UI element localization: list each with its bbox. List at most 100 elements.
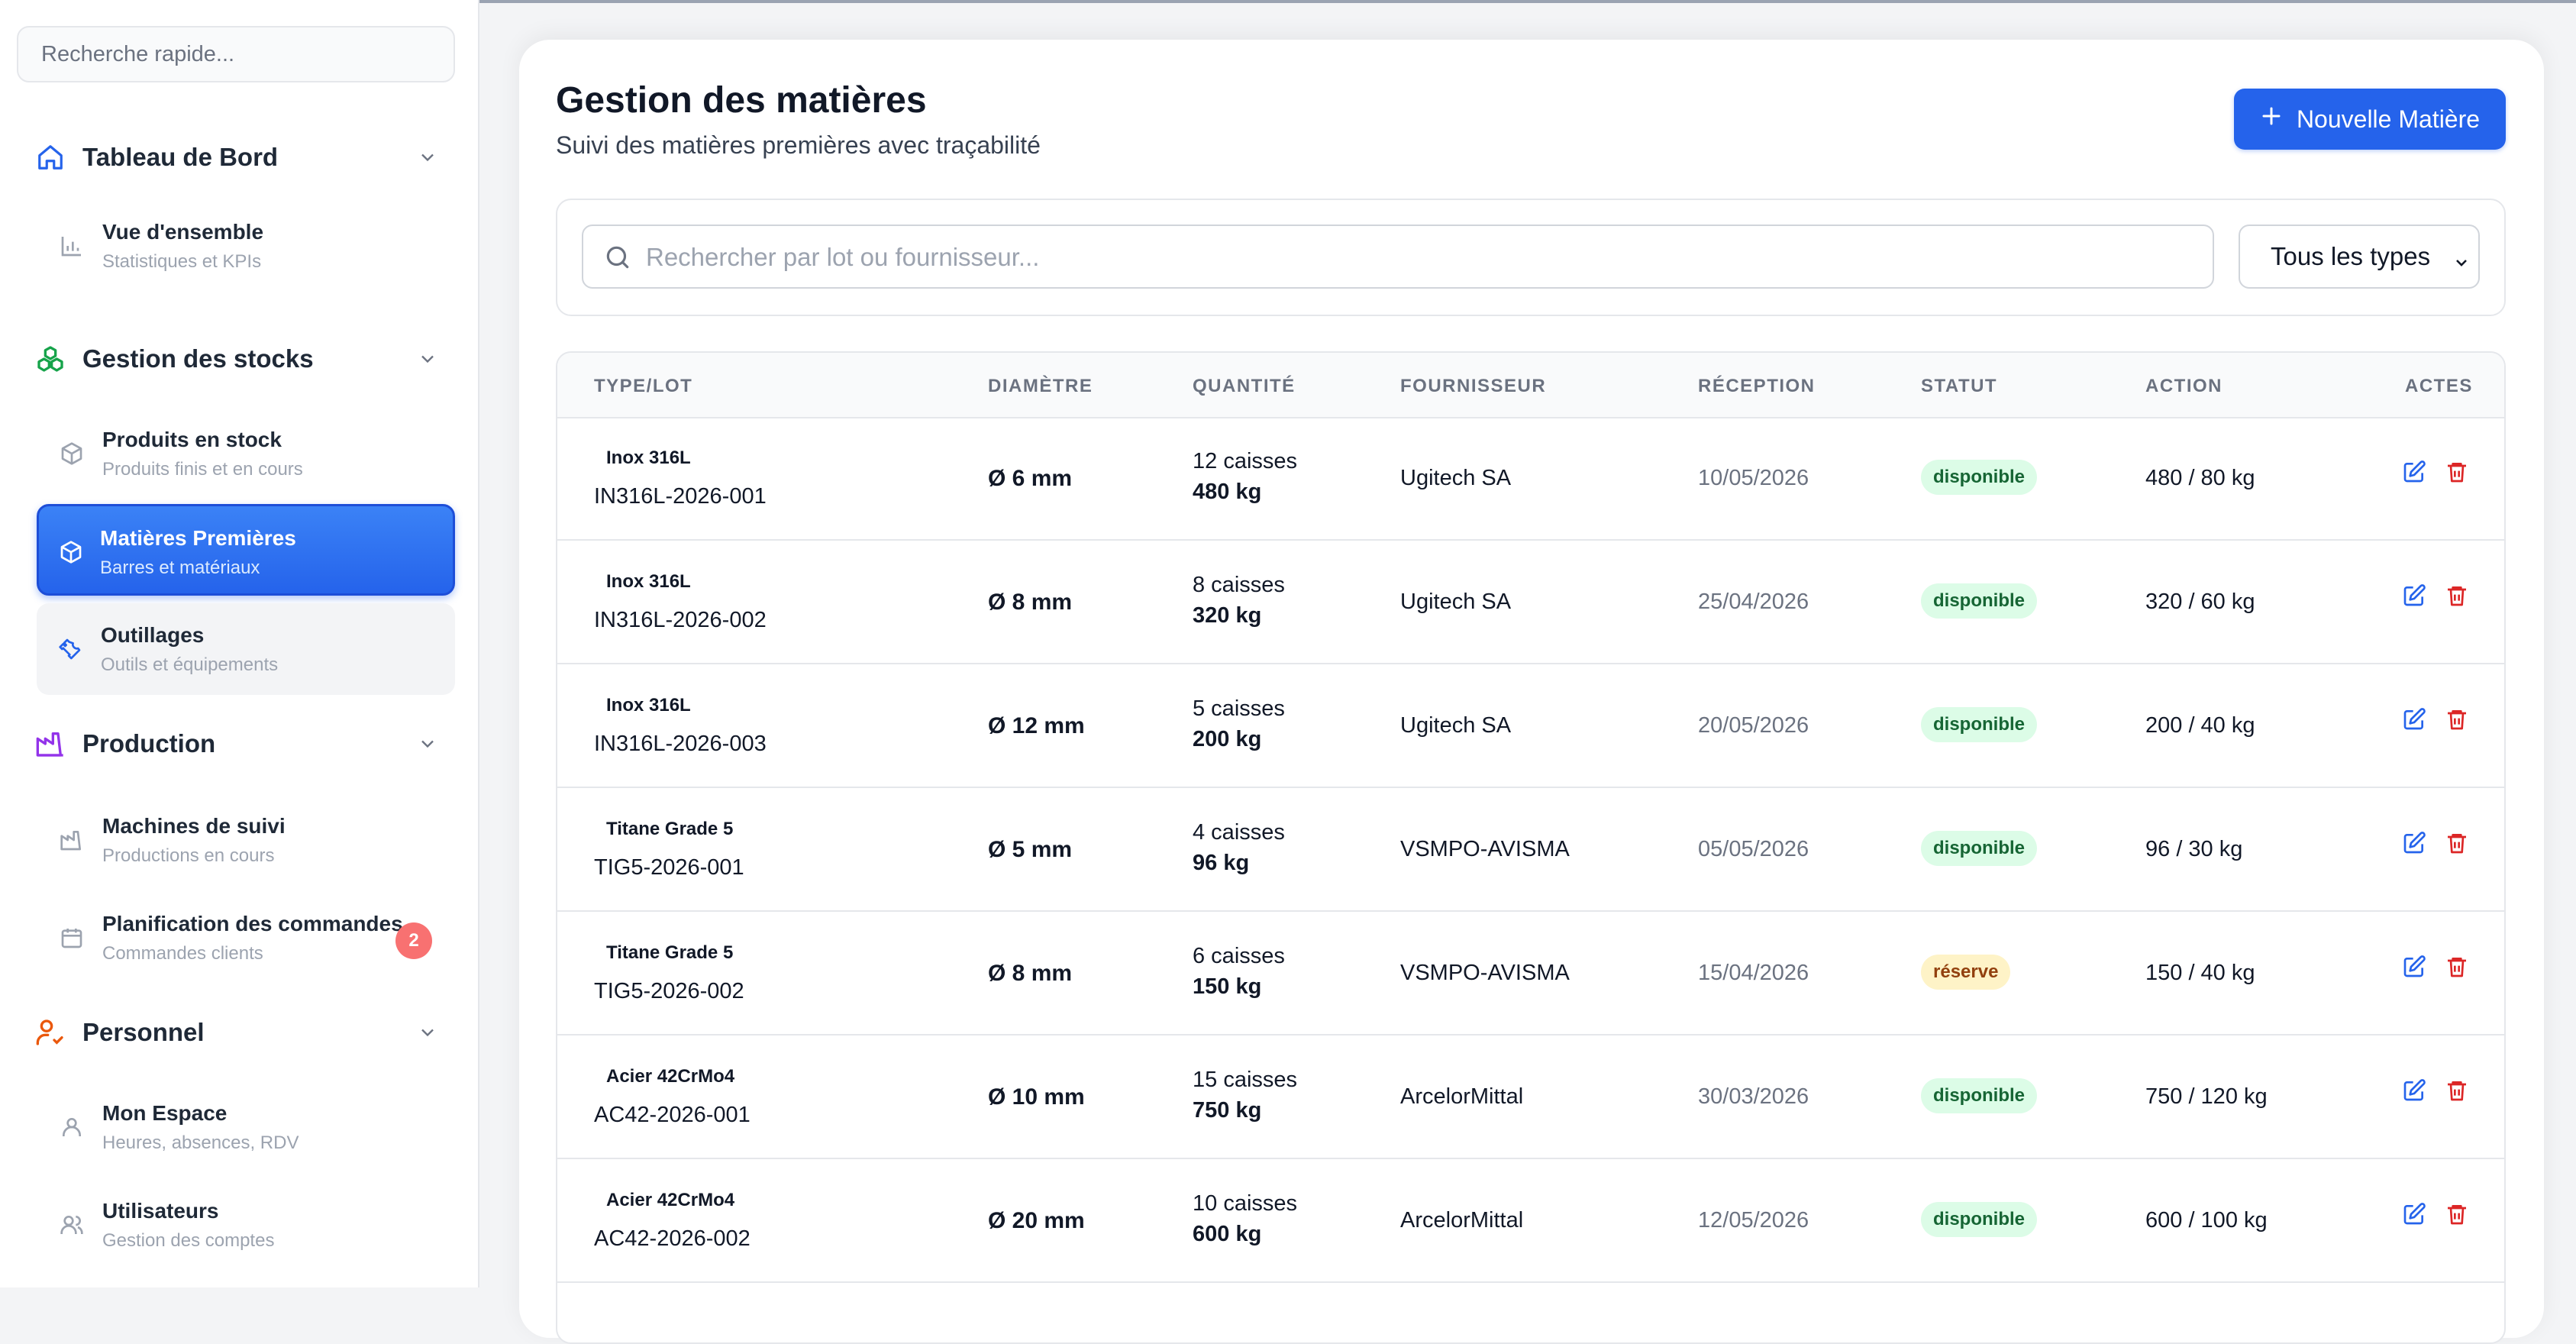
table-row[interactable]: Acier 42CrMo4 AC42-2026-001 Ø 10 mm 15 cais… — [557, 1035, 2504, 1159]
new-material-button[interactable]: Nouvelle Matière — [2234, 89, 2506, 150]
edit-icon[interactable] — [2402, 1078, 2432, 1109]
quantity-weight: 600 kg — [1193, 1222, 1262, 1246]
material-type: Inox 316L — [606, 447, 691, 468]
table-row[interactable]: Titane Grade 5 TIG5-2026-001 Ø 5 mm 4 caiss… — [557, 788, 2504, 912]
section-production[interactable]: Production — [34, 721, 446, 767]
type-filter-select[interactable]: Tous les types — [2239, 225, 2480, 289]
lot-search[interactable] — [582, 225, 2214, 289]
supplier: ArcelorMittal — [1400, 1084, 1524, 1109]
col-quantity[interactable]: QUANTITÉ — [1193, 376, 1296, 396]
action-value: 750 / 120 kg — [2145, 1084, 2268, 1109]
chevron-down-icon — [417, 733, 438, 758]
quantity-weight: 96 kg — [1193, 851, 1250, 875]
col-diameter[interactable]: DIAMÈTRE — [988, 376, 1093, 396]
quantity-weight: 320 kg — [1193, 603, 1262, 628]
section-stocks[interactable]: Gestion des stocks — [34, 336, 446, 382]
supplier: Ugitech SA — [1400, 466, 1512, 490]
col-status[interactable]: STATUT — [1921, 376, 1998, 396]
edit-icon[interactable] — [2402, 583, 2432, 614]
sidebar-item-my-space[interactable]: Mon Espace Heures, absences, RDV — [37, 1081, 455, 1173]
table-row[interactable]: Inox 316L IN316L-2026-003 Ø 12 mm 5 caisses… — [557, 664, 2504, 788]
sidebar-item-subtitle: Commandes clients — [102, 943, 263, 964]
package-icon — [59, 540, 83, 564]
factory-icon — [34, 727, 67, 761]
table-row[interactable]: Titane Grade 5 TIG5-2026-002 Ø 8 mm 6 caiss… — [557, 912, 2504, 1035]
diameter: Ø 8 mm — [988, 590, 1073, 615]
page-subtitle: Suivi des matières premières avec traçab… — [556, 131, 1041, 159]
sidebar-item-subtitle: Outils et équipements — [101, 654, 279, 675]
quantity-cases: 10 caisses — [1193, 1191, 1298, 1216]
reception-date: 20/05/2026 — [1698, 713, 1809, 738]
diameter: Ø 20 mm — [988, 1208, 1085, 1233]
reception-date: 15/04/2026 — [1698, 961, 1809, 985]
sidebar-item-title: Utilisateurs — [102, 1199, 219, 1223]
edit-icon[interactable] — [2402, 460, 2432, 490]
material-type: Titane Grade 5 — [606, 819, 734, 839]
search-icon — [603, 243, 632, 276]
quantity-cases: 4 caisses — [1193, 820, 1285, 845]
sidebar-item-subtitle: Produits finis et en cours — [102, 459, 303, 480]
page-title: Gestion des matières — [556, 80, 927, 121]
sidebar-item-machines[interactable]: Machines de suivi Productions en cours — [37, 794, 455, 886]
lot-number: TIG5-2026-001 — [594, 855, 744, 880]
material-type: Acier 42CrMo4 — [606, 1066, 735, 1087]
status-badge: disponible — [1921, 583, 2037, 619]
sidebar-item-subtitle: Heures, absences, RDV — [102, 1132, 299, 1153]
sidebar-item-materials[interactable]: Matières Premières Barres et matériaux — [37, 504, 455, 596]
trash-icon[interactable] — [2445, 1202, 2475, 1233]
trash-icon[interactable] — [2445, 583, 2475, 614]
material-type: Acier 42CrMo4 — [606, 1190, 735, 1210]
table-row[interactable]: Inox 316L IN316L-2026-001 Ø 6 mm 12 caisses… — [557, 417, 2504, 541]
table-row[interactable]: Acier 42CrMo4 AC42-2026-002 Ø 20 mm 10 cais… — [557, 1159, 2504, 1283]
section-personnel[interactable]: Personnel — [34, 1010, 446, 1055]
col-supplier[interactable]: FOURNISSEUR — [1400, 376, 1547, 396]
chevron-down-icon — [417, 1022, 438, 1047]
reception-date: 12/05/2026 — [1698, 1208, 1809, 1233]
quantity-cases: 8 caisses — [1193, 573, 1285, 597]
table-row[interactable]: Inox 316L IN316L-2026-002 Ø 8 mm 8 caisses 3… — [557, 541, 2504, 664]
boxes-icon — [34, 342, 67, 376]
quick-search-input[interactable] — [17, 26, 455, 82]
section-dashboard[interactable]: Tableau de Bord — [34, 134, 446, 180]
col-reception[interactable]: RÉCEPTION — [1698, 376, 1816, 396]
edit-icon[interactable] — [2402, 707, 2432, 738]
factory-icon — [60, 828, 84, 852]
sidebar-item-users[interactable]: Utilisateurs Gestion des comptes — [37, 1179, 455, 1271]
diameter: Ø 5 mm — [988, 837, 1073, 862]
material-type: Inox 316L — [606, 695, 691, 716]
diameter: Ø 12 mm — [988, 713, 1085, 738]
action-value: 96 / 30 kg — [2145, 837, 2243, 861]
lot-number: IN316L-2026-001 — [594, 484, 767, 509]
chevron-down-icon — [417, 348, 438, 373]
sidebar-item-tools[interactable]: Outillages Outils et équipements — [37, 603, 455, 695]
sidebar-item-overview[interactable]: Vue d'ensemble Statistiques et KPIs — [37, 200, 455, 292]
trash-icon[interactable] — [2445, 460, 2475, 490]
supplier: Ugitech SA — [1400, 590, 1512, 614]
edit-icon[interactable] — [2402, 955, 2432, 985]
lot-search-input[interactable] — [644, 226, 2197, 289]
section-title: Production — [82, 729, 216, 758]
quantity-weight: 200 kg — [1193, 727, 1262, 751]
trash-icon[interactable] — [2445, 1078, 2475, 1109]
sidebar-item-subtitle: Productions en cours — [102, 845, 275, 866]
edit-icon[interactable] — [2402, 1202, 2432, 1233]
trash-icon[interactable] — [2445, 707, 2475, 738]
chevron-down-icon — [417, 147, 438, 172]
supplier: ArcelorMittal — [1400, 1208, 1524, 1233]
action-value: 480 / 80 kg — [2145, 466, 2255, 490]
trash-icon[interactable] — [2445, 955, 2475, 985]
col-type-lot[interactable]: TYPE/LOT — [594, 376, 693, 396]
edit-icon[interactable] — [2402, 831, 2432, 861]
sidebar-item-title: Outillages — [101, 623, 205, 647]
trash-icon[interactable] — [2445, 831, 2475, 861]
sidebar-item-title: Produits en stock — [102, 428, 282, 451]
status-badge: disponible — [1921, 1078, 2037, 1113]
diameter: Ø 6 mm — [988, 466, 1073, 491]
quantity-cases: 15 caisses — [1193, 1068, 1298, 1092]
sidebar-item-planning[interactable]: Planification des commandes Commandes cl… — [37, 892, 455, 984]
sidebar-item-products[interactable]: Produits en stock Produits finis et en c… — [37, 408, 455, 499]
col-action[interactable]: ACTION — [2145, 376, 2223, 396]
status-badge: disponible — [1921, 1202, 2037, 1237]
status-badge: disponible — [1921, 831, 2037, 866]
quantity-weight: 750 kg — [1193, 1098, 1262, 1123]
